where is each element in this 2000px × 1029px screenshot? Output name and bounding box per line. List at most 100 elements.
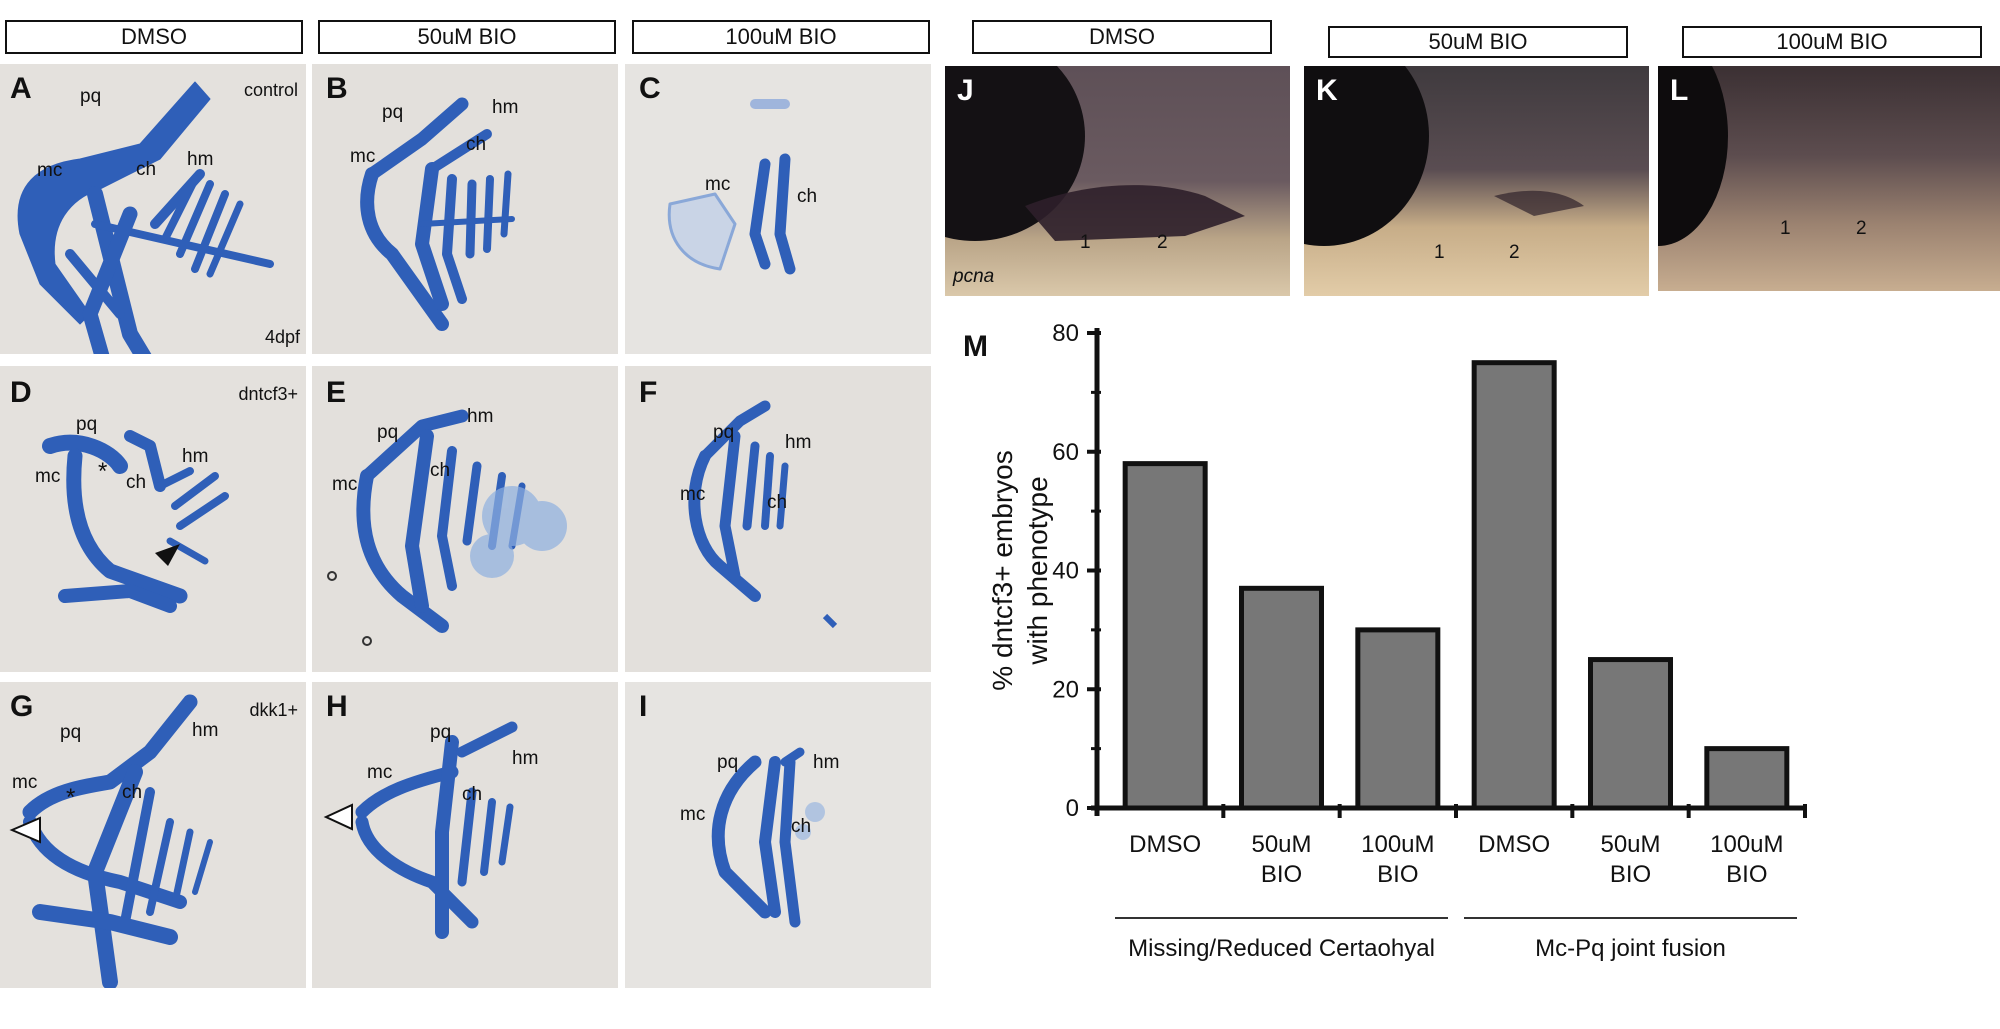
- ish-header-50um-bio: 50uM BIO: [1328, 26, 1628, 58]
- bar: [1239, 585, 1324, 811]
- pcna-in-situ-image: [945, 66, 1290, 296]
- ish-panel-k: K 1 2: [1304, 66, 1649, 296]
- tag-pq: pq: [430, 722, 452, 743]
- y-axis-title: % dntcf3+ embryos: [987, 450, 1018, 690]
- tag-pq: pq: [717, 752, 739, 773]
- tag-ch: ch: [136, 159, 157, 180]
- bar: [1355, 627, 1441, 811]
- bar: [1471, 360, 1557, 811]
- panel-label-l: L: [1670, 74, 1689, 107]
- panel-label-c: C: [639, 72, 661, 105]
- panel-label-b: B: [326, 72, 348, 105]
- micrograph-panel-c: C mc ch: [625, 64, 931, 354]
- tag-pq: pq: [382, 102, 404, 123]
- panel-label-j: J: [957, 74, 974, 107]
- panel-label-k: K: [1316, 74, 1338, 107]
- cartilage-stain-image: [17, 81, 274, 354]
- cartilage-stain-image: [667, 99, 796, 275]
- tag-mc: mc: [705, 174, 731, 195]
- tag-hm: hm: [785, 432, 812, 453]
- tag-mc: mc: [367, 762, 393, 783]
- x-tick-label: BIO: [1726, 861, 1767, 888]
- micrograph-panel-h: H pq hm mc ch: [312, 682, 618, 988]
- micrograph-panel-d: D dntcf3+ pq hm mc ch *: [0, 366, 306, 672]
- tag-hm: hm: [187, 149, 214, 170]
- tag-ch: ch: [122, 782, 143, 803]
- tag-hm: hm: [512, 748, 539, 769]
- y-axis-title: with phenotype: [1022, 476, 1053, 665]
- tag-mc: mc: [35, 466, 61, 487]
- column-header-dmso: DMSO: [5, 20, 303, 54]
- panel-label-i: I: [639, 690, 648, 723]
- tag-pq: pq: [60, 722, 82, 743]
- tag-mc: mc: [680, 804, 706, 825]
- x-tick-label: BIO: [1377, 861, 1418, 888]
- micrograph-panel-f: F pq hm mc ch: [625, 366, 931, 672]
- ish-panel-l: L 1 2: [1658, 66, 2000, 291]
- asterisk-marker: *: [98, 458, 108, 485]
- tag-ch: ch: [462, 784, 483, 805]
- micrograph-panel-b: B pq hm mc ch: [312, 64, 618, 354]
- region-marker-1: 1: [1780, 218, 1791, 239]
- tag-hm: hm: [492, 97, 519, 118]
- y-tick-label: 0: [1066, 795, 1079, 822]
- tag-mc: mc: [12, 772, 38, 793]
- panel-label-a: A: [10, 72, 32, 105]
- ish-panel-j: J 1 2 pcna: [945, 66, 1290, 296]
- region-marker-2: 2: [1856, 218, 1867, 239]
- region-marker-1: 1: [1434, 242, 1445, 263]
- cartilage-stain-image: [9, 694, 213, 988]
- x-tick-label: BIO: [1610, 861, 1651, 888]
- tag-ch: ch: [466, 134, 487, 155]
- tag-ch: ch: [767, 492, 788, 513]
- cartilage-stain-image: [327, 409, 567, 646]
- tag-pq: pq: [713, 422, 735, 443]
- cartilage-stain-image: [688, 400, 838, 629]
- tag-ch: ch: [797, 186, 818, 207]
- micrograph-panel-a: A control 4dpf pq hm mc ch: [0, 64, 306, 354]
- tag-ch: ch: [791, 816, 812, 837]
- region-marker-2: 2: [1157, 232, 1168, 253]
- tag-hm: hm: [192, 720, 219, 741]
- tag-mc: mc: [332, 474, 358, 495]
- condition-label-control: control: [243, 80, 298, 100]
- ish-header-100um-bio: 100uM BIO: [1682, 26, 1982, 58]
- cartilage-stain-image: [360, 97, 515, 331]
- probe-label-pcna: pcna: [953, 266, 995, 287]
- cartilage-stain-image: [323, 721, 518, 939]
- bar: [1704, 746, 1790, 811]
- tag-pq: pq: [377, 422, 399, 443]
- y-tick-label: 20: [1052, 676, 1079, 703]
- panel-label-h: H: [326, 690, 348, 723]
- tag-ch: ch: [430, 460, 451, 481]
- region-marker-2: 2: [1509, 242, 1520, 263]
- x-tick-label: 50uM: [1600, 831, 1660, 858]
- y-tick-label: 40: [1052, 558, 1079, 585]
- micrograph-panel-e: E pq hm mc ch: [312, 366, 618, 672]
- micrograph-panel-g: G dkk1+ pq hm mc ch *: [0, 682, 306, 988]
- tag-mc: mc: [350, 146, 376, 167]
- region-marker-1: 1: [1080, 232, 1091, 253]
- phenotype-bar-chart: 0 20 40 60 80 % dntcf3+ embryos with phenotype…: [987, 320, 1807, 962]
- condition-label-dntcf3: dntcf3+: [238, 384, 298, 404]
- group-label: Mc-Pq joint fusion: [1535, 935, 1726, 962]
- condition-label-dkk1: dkk1+: [249, 700, 298, 720]
- cartilage-stain-image: [711, 747, 825, 928]
- group-label: Missing/Reduced Certaohyal: [1128, 935, 1435, 962]
- pcna-in-situ-image: [1304, 66, 1649, 296]
- x-tick-label: BIO: [1261, 861, 1302, 888]
- tag-ch: ch: [126, 472, 147, 493]
- tag-mc: mc: [37, 160, 63, 181]
- panel-label-e: E: [326, 376, 347, 409]
- stage-label-4dpf: 4dpf: [264, 327, 300, 347]
- column-header-100um-bio: 100uM BIO: [632, 20, 930, 54]
- x-tick-label: 50uM: [1251, 831, 1311, 858]
- tag-hm: hm: [813, 752, 840, 773]
- tag-mc: mc: [680, 484, 706, 505]
- tag-pq: pq: [76, 414, 98, 435]
- x-tick-label: 100uM: [1361, 831, 1434, 858]
- x-tick-label: DMSO: [1478, 831, 1550, 858]
- panel-label-d: D: [10, 376, 32, 409]
- ish-header-dmso: DMSO: [972, 20, 1272, 54]
- pcna-in-situ-image: [1658, 66, 2000, 291]
